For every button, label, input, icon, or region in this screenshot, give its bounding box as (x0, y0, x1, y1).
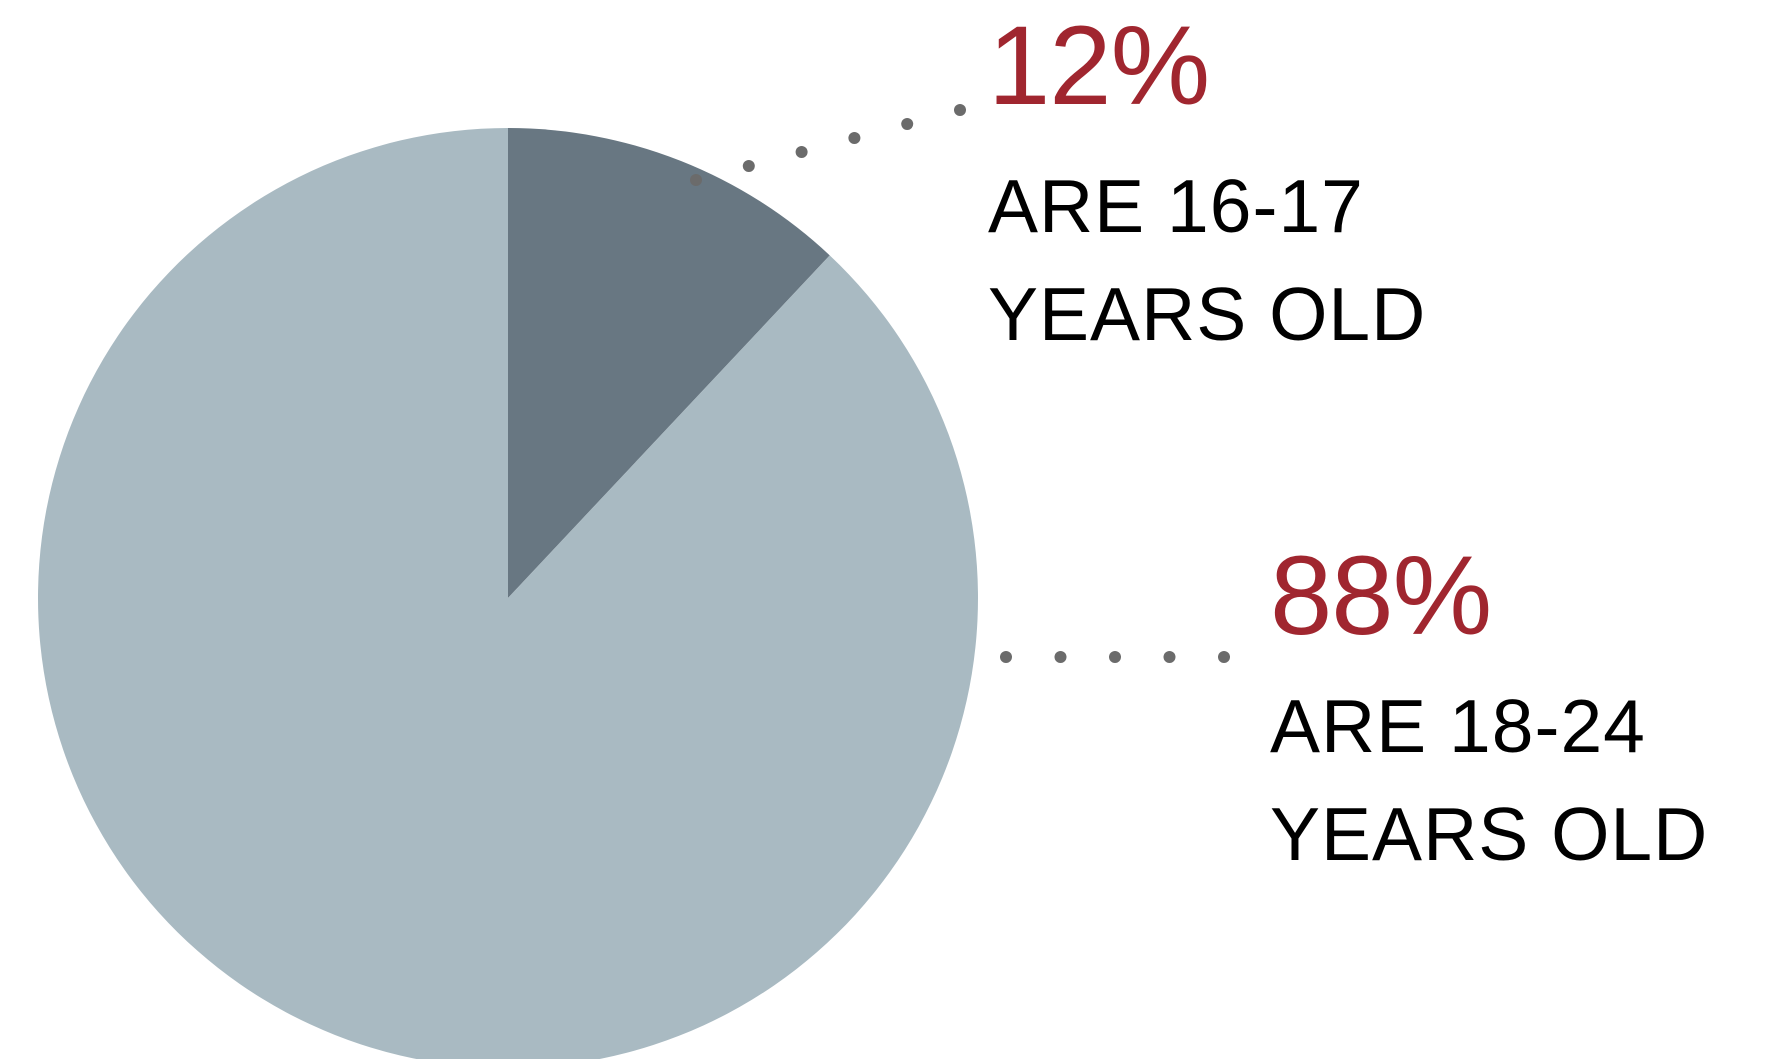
pie-slice-16-17 (508, 128, 830, 598)
leader-line-16-17-dot (690, 174, 702, 186)
slice-desc-16-17-line2: YEARS OLD (988, 272, 1427, 356)
slice-desc-18-24-line1: ARE 18-24 (1270, 684, 1646, 768)
leader-line-16-17-dot (901, 118, 914, 130)
leader-line-16-17-dot (954, 104, 966, 116)
leader-lines (690, 104, 1230, 663)
leader-line-18-24-dot (1163, 651, 1176, 663)
pie-slices (38, 128, 978, 1059)
leader-line-18-24-dot (1109, 651, 1121, 663)
leader-line-16-17 (690, 104, 966, 186)
leader-line-18-24 (1000, 651, 1230, 663)
slice-label-18-24: 88% ARE 18-24 YEARS OLD (1270, 540, 1708, 888)
leader-line-18-24-dot (1218, 651, 1230, 663)
leader-line-16-17-dot (742, 160, 755, 172)
leader-line-18-24-dot (1054, 651, 1067, 663)
slice-desc-16-17-line1: ARE 16-17 (988, 164, 1364, 248)
slice-percent-18-24: 88% (1270, 533, 1492, 658)
leader-line-18-24-dot (1000, 651, 1012, 663)
slice-label-16-17: 12% ARE 16-17 YEARS OLD (988, 10, 1426, 368)
slice-percent-16-17: 12% (988, 3, 1210, 128)
leader-line-16-17-dot (795, 146, 808, 158)
slice-desc-18-24-line2: YEARS OLD (1270, 792, 1709, 876)
leader-line-16-17-dot (848, 132, 861, 144)
pie-slice-18-24 (38, 128, 978, 1059)
